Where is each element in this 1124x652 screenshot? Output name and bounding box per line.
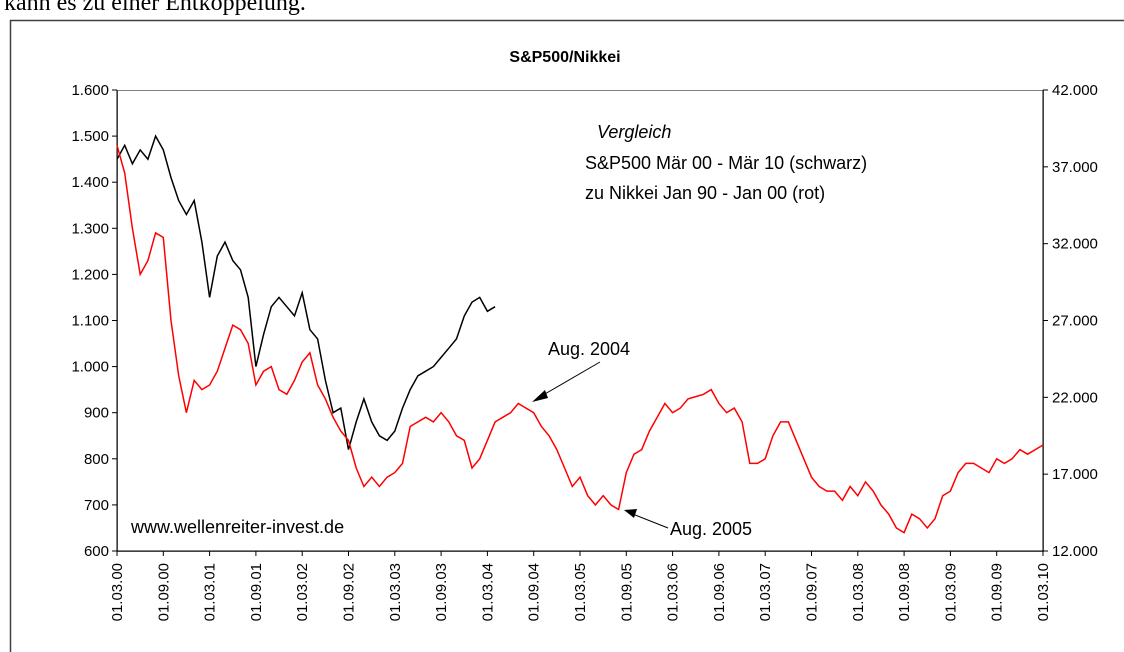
source: www.wellenreiter-invest.de bbox=[130, 517, 344, 537]
annotation: S&P500 Mär 00 - Mär 10 (schwarz) bbox=[585, 153, 867, 173]
y2ticks-label: 32.000 bbox=[1052, 236, 1098, 253]
yticks-label: 800 bbox=[84, 451, 109, 468]
yticks-label: 700 bbox=[84, 497, 109, 514]
x-tick-label: 01.03.01 bbox=[202, 563, 219, 621]
x-tick-label: 01.09.04 bbox=[526, 563, 543, 621]
series-line bbox=[116, 134, 496, 450]
yticks-label: 900 bbox=[84, 405, 109, 422]
yticks-label: 1.000 bbox=[71, 359, 109, 376]
y2ticks-label: 42.000 bbox=[1052, 82, 1098, 99]
x-tick-label: 01.09.06 bbox=[711, 563, 728, 621]
yticks-label: 600 bbox=[84, 543, 109, 560]
arrowhead bbox=[532, 390, 548, 402]
yticks-label: 1.200 bbox=[71, 266, 109, 283]
y2ticks-label: 27.000 bbox=[1052, 313, 1098, 330]
x-tick-label: 01.03.03 bbox=[387, 563, 404, 621]
page-text: kann es zu einer Entkoppelung. bbox=[4, 0, 306, 16]
yticks-label: 1.100 bbox=[71, 313, 109, 330]
y2ticks-label: 17.000 bbox=[1052, 466, 1098, 483]
arrow bbox=[537, 361, 601, 399]
yticks-label: 1.600 bbox=[71, 82, 109, 99]
yticks-label: 1.500 bbox=[71, 128, 109, 145]
x-tick-label: 01.09.05 bbox=[618, 563, 635, 621]
x-tick-label: 01.09.00 bbox=[155, 563, 172, 621]
arrow bbox=[629, 512, 669, 529]
x-tick-label: 01.03.04 bbox=[479, 563, 496, 621]
x-tick-label: 01.03.00 bbox=[109, 563, 126, 621]
x-tick-label: 01.03.07 bbox=[757, 563, 774, 621]
x-tick-label: 01.09.08 bbox=[896, 563, 913, 621]
yticks-label: 1.400 bbox=[71, 174, 109, 191]
x-tick-label: 01.03.05 bbox=[572, 563, 589, 621]
x-tick-label: 01.09.09 bbox=[989, 563, 1006, 621]
annotation: Aug. 2005 bbox=[670, 519, 752, 539]
chart-title: S&P500/Nikkei bbox=[509, 49, 620, 66]
y2ticks-label: 12.000 bbox=[1052, 543, 1098, 560]
annotation: Vergleich bbox=[597, 122, 671, 142]
plot-area bbox=[117, 90, 1044, 552]
annotation: zu Nikkei Jan 90 - Jan 00 (rot) bbox=[585, 183, 825, 203]
yticks-label: 1.300 bbox=[71, 220, 109, 237]
x-tick-label: 01.03.09 bbox=[942, 563, 959, 621]
x-tick-label: 01.09.03 bbox=[433, 563, 450, 621]
x-tick-label: 01.03.06 bbox=[665, 563, 682, 621]
y2ticks-label: 37.000 bbox=[1052, 159, 1098, 176]
x-tick-label: 01.09.01 bbox=[248, 563, 265, 621]
annotation: Aug. 2004 bbox=[548, 339, 630, 359]
x-tick-label: 01.03.08 bbox=[850, 563, 867, 621]
y2ticks-label: 22.000 bbox=[1052, 389, 1098, 406]
series-line bbox=[116, 145, 1044, 534]
arrowhead bbox=[624, 509, 637, 518]
x-tick-label: 01.03.02 bbox=[294, 563, 311, 621]
x-tick-label: 01.09.02 bbox=[341, 563, 358, 621]
x-tick-label: 01.09.07 bbox=[804, 563, 821, 621]
x-tick-label: 01.03.10 bbox=[1035, 563, 1052, 621]
